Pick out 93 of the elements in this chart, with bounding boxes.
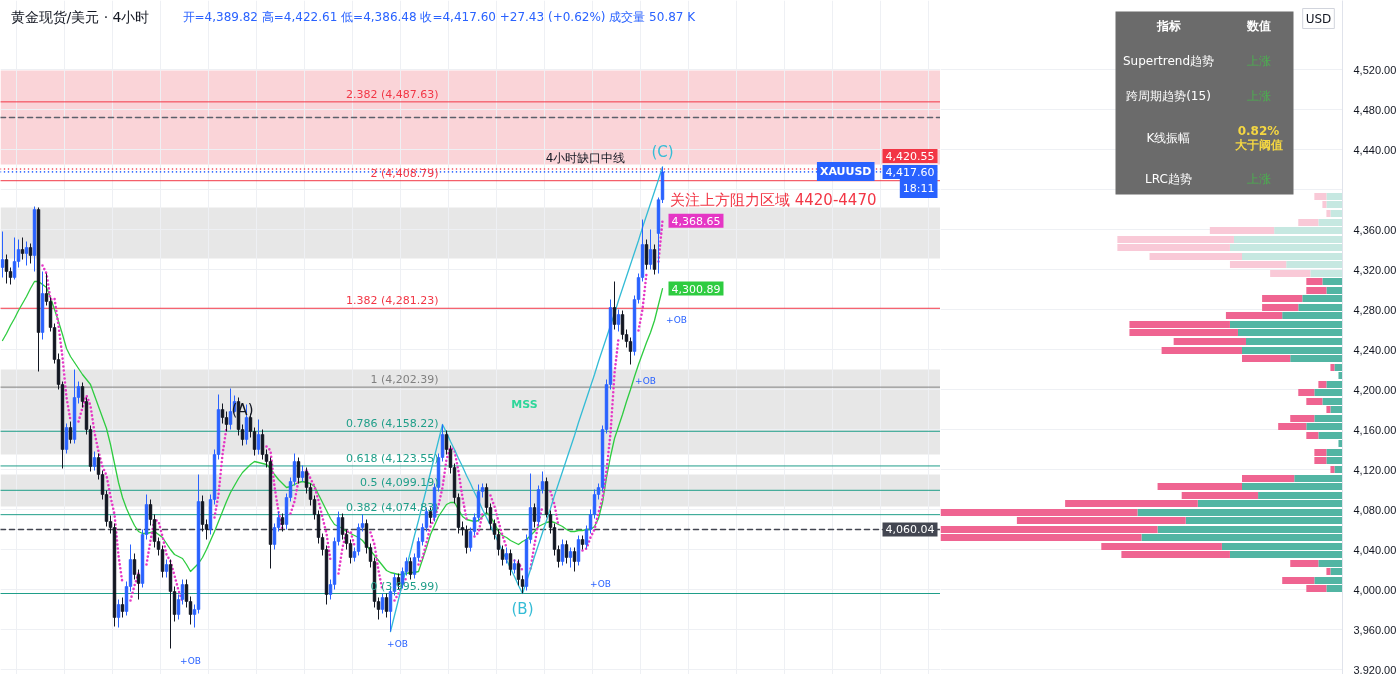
bar (1310, 269, 1343, 278)
bar (1330, 363, 1335, 372)
candlestick (120, 597, 125, 618)
candlestick (564, 540, 569, 564)
text: 关注上方阻力区域 4420-4470 (669, 190, 877, 209)
candlestick (648, 229, 653, 270)
candlestick (464, 525, 469, 554)
bar (1290, 559, 1319, 568)
candlestick (256, 419, 261, 455)
ref-line-label: 1.382 (4,281.23) (345, 294, 439, 308)
y-tick-label: 4,520.00 (1353, 63, 1397, 76)
bar (1318, 380, 1327, 389)
bar (1330, 209, 1343, 218)
bar (1334, 465, 1343, 474)
annotation: +OB (387, 638, 408, 649)
y-tick-label: 3,960.00 (1353, 623, 1397, 636)
candlestick (380, 593, 385, 614)
candlestick (12, 237, 17, 280)
bar (1306, 277, 1323, 286)
annotation: K线振幅 (1146, 130, 1191, 145)
y-tick-label: 4,080.00 (1353, 503, 1397, 516)
ref-line-label: 0.786 (4,158.22) (345, 417, 439, 431)
candlestick (0, 231, 5, 278)
bar (1262, 294, 1303, 303)
annotation: 大于阈值 (1234, 137, 1283, 152)
candlestick (68, 421, 73, 444)
annotation: +OB (635, 375, 656, 386)
data-label: 4,368.65 (671, 214, 721, 228)
bar (1173, 337, 1247, 346)
bar (1157, 482, 1242, 491)
y-tick-label: 4,440.00 (1353, 143, 1397, 156)
candlestick (384, 593, 389, 618)
bar (1330, 465, 1335, 474)
ref-line-label: 1 (4,202.39) (370, 373, 439, 387)
bar (1246, 337, 1343, 346)
y-tick-label: 3,920.00 (1353, 663, 1397, 674)
y-tick-label: 4,280.00 (1353, 303, 1397, 316)
annotation: USD (1305, 11, 1332, 26)
data-label: 4,300.89 (671, 282, 721, 296)
y-tick-label: 4,240.00 (1353, 343, 1397, 356)
annotation: (B) (511, 599, 534, 618)
y-tick-label: 4,360.00 (1353, 223, 1397, 236)
annotation: (C) (651, 142, 674, 161)
y-tick-label: 4,480.00 (1353, 103, 1397, 116)
bar (1306, 397, 1323, 406)
bar (1270, 269, 1311, 278)
annotation: MSS (511, 398, 538, 411)
bar (1326, 567, 1331, 576)
ref-line-label: 2.382 (4,487.63) (345, 87, 439, 101)
candlestick (644, 239, 649, 270)
ref-line-label: 4,420.55 (885, 149, 935, 163)
annotation: Supertrend趋势 (1122, 53, 1215, 68)
text: 黄金现货/美元 · 4小时 (10, 8, 150, 25)
bar (1242, 474, 1295, 483)
bar (1326, 405, 1331, 414)
bar (1298, 388, 1315, 397)
bar (1306, 431, 1319, 440)
text: 开=4,389.82 高=4,422.61 低=4,386.48 收=4,417.60 +27.43 (+0.62%) 成交量 50.87 K (182, 9, 697, 24)
bar (1242, 354, 1291, 363)
y-tick-label: 4,200.00 (1353, 383, 1397, 396)
candlestick (20, 237, 25, 260)
annotation: 指标 (1155, 18, 1181, 33)
text: 18:11 (902, 182, 935, 195)
bar (1326, 209, 1331, 218)
bar (1306, 286, 1327, 295)
text: XAUUSD (819, 165, 872, 178)
ref-line-label: 4,417.60 (885, 165, 935, 179)
candlestick (24, 241, 29, 266)
bar (1161, 346, 1242, 355)
annotation: 数值 (1245, 18, 1271, 33)
y-tick-label: 4,040.00 (1353, 543, 1397, 556)
annotation: +OB (180, 655, 201, 666)
candlestick (92, 451, 97, 471)
y-tick-label: 4,320.00 (1353, 263, 1397, 276)
y-tick-label: 4,120.00 (1353, 463, 1397, 476)
annotation: 跨周期趋势(15) (1126, 88, 1211, 103)
annotation: LRC趋势 (1145, 171, 1192, 186)
candlestick (652, 244, 657, 275)
candlestick (616, 309, 621, 332)
bar (1298, 218, 1319, 227)
y-tick-label: 4,160.00 (1353, 423, 1397, 436)
annotation: +OB (590, 578, 611, 589)
ref-line-label: 2 (4,408.79) (370, 166, 439, 180)
candlestick (568, 547, 573, 568)
y-tick-label: 4,000.00 (1353, 583, 1397, 596)
candlestick (560, 539, 565, 566)
bar (1209, 226, 1275, 235)
annotation: 0.82% (1237, 123, 1280, 138)
bar (1322, 277, 1343, 286)
candlestick (532, 503, 537, 528)
text: +OB (666, 314, 687, 325)
ref-line-label: 4,060.04 (885, 523, 935, 537)
annotation: 4小时缺口中线 (545, 150, 626, 165)
